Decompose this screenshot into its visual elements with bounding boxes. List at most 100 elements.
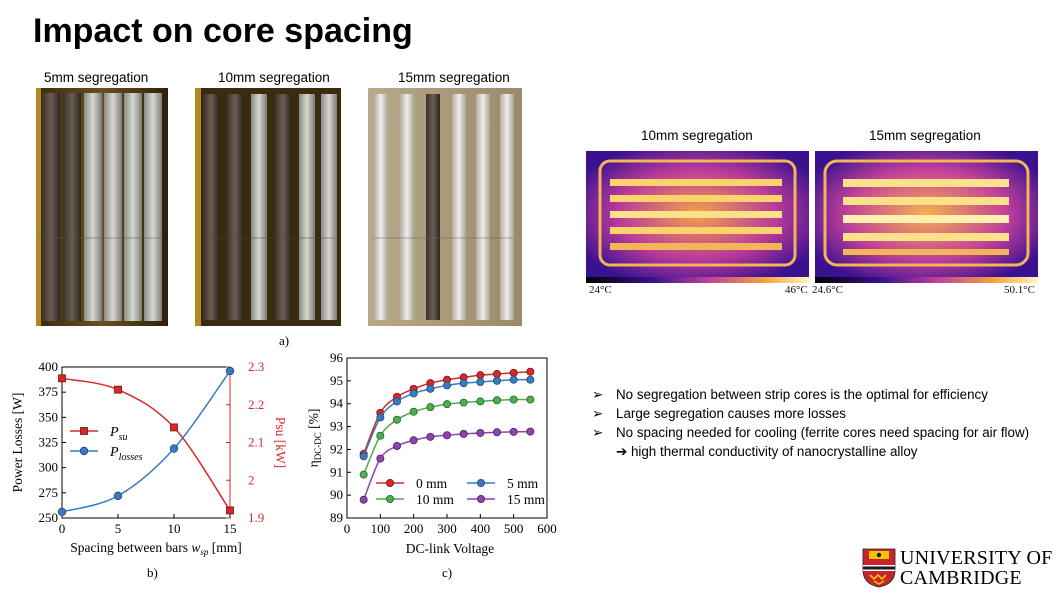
y-axis-label: Power Losses [W]: [10, 393, 25, 493]
x-tick-label: 200: [404, 521, 424, 536]
scale-right-min: 24.6°C: [812, 284, 843, 296]
bullet-item: ➢ No segregation between strip cores is t…: [592, 385, 1032, 404]
data-point: [226, 506, 234, 515]
x-tick-label: 5: [115, 521, 122, 536]
data-point: [376, 454, 385, 463]
y-tick-label: 92: [330, 441, 343, 456]
y-tick-label: 350: [39, 409, 59, 424]
data-point: [526, 427, 535, 436]
caption-a: a): [279, 333, 290, 348]
legend-marker: [386, 478, 395, 487]
legend-marker: [386, 494, 395, 503]
data-point: [459, 379, 468, 388]
y-tick-label: 300: [39, 460, 59, 475]
arrow-bullet-icon: ➢: [592, 387, 604, 402]
y2-tick-label: 1.9: [248, 510, 264, 525]
data-point: [169, 444, 179, 453]
thermal-image-10mm: [586, 151, 809, 277]
data-point: [409, 407, 418, 416]
data-point: [113, 491, 123, 501]
bullet-item: ➢ No spacing needed for cooling (ferrite …: [592, 423, 1032, 461]
x-tick-label: 15: [224, 521, 237, 536]
legend-marker: [80, 427, 88, 435]
legend-label: 0 mm: [416, 476, 448, 491]
data-point: [476, 397, 485, 406]
y-tick-label: 400: [39, 359, 59, 374]
data-point: [57, 507, 67, 517]
y-tick-label: 96: [330, 350, 344, 365]
legend-label: 10 mm: [416, 492, 454, 507]
thermal-colorbar-right: [815, 277, 1038, 283]
data-point: [393, 397, 402, 406]
x-axis-label: Spacing between bars wsp [mm]: [70, 540, 242, 557]
data-point: [359, 470, 368, 479]
core-photo-10mm: [195, 88, 341, 326]
data-point: [426, 403, 435, 412]
data-point: [492, 369, 501, 378]
core-photo-5mm: [36, 88, 168, 326]
data-point: [442, 431, 451, 440]
data-point: [526, 367, 535, 376]
photo-label-10mm: 10mm segregation: [218, 70, 330, 85]
bullet-item: ➢ Large segregation causes more losses: [592, 404, 1032, 423]
scale-left-max: 46°C: [785, 284, 808, 296]
thermal-label-15mm: 15mm segregation: [869, 128, 981, 143]
y-tick-label: 90: [330, 487, 343, 502]
legend-marker: [79, 446, 89, 456]
x-tick-label: 100: [371, 521, 391, 536]
chart-power-vs-spacing: 0 5 10 15 250 275 300 325 350 375 400 1.9 2 2.1 2.2 2.3…: [10, 359, 288, 557]
photo-label-15mm: 15mm segregation: [398, 70, 510, 85]
photo-label-5mm: 5mm segregation: [44, 70, 149, 85]
y-tick-label: 91: [330, 464, 343, 479]
data-point: [476, 428, 485, 437]
legend-label: Psu: [109, 425, 127, 443]
core-photo-15mm: [368, 88, 522, 326]
data-point: [359, 452, 368, 461]
bullet-text: Large segregation causes more losses: [616, 406, 847, 421]
data-point: [459, 429, 468, 438]
caption-b: b): [147, 565, 158, 580]
y-tick-label: 94: [330, 396, 344, 411]
arrow-bullet-icon: ➢: [592, 425, 604, 440]
data-point: [509, 375, 518, 384]
data-point: [170, 423, 178, 432]
thermal-colorbar-left: [586, 277, 809, 283]
bullet-text: No spacing needed for cooling (ferrite c…: [616, 425, 1030, 459]
data-point: [393, 415, 402, 424]
data-point: [426, 432, 435, 441]
data-point: [409, 389, 418, 398]
y2-tick-label: 2.3: [248, 359, 264, 374]
series-line: [61, 370, 231, 513]
legend-marker: [476, 494, 485, 503]
caption-c: c): [442, 565, 453, 580]
x-tick-label: 300: [437, 521, 457, 536]
legend-label: 5 mm: [507, 476, 539, 491]
scale-left-min: 24°C: [589, 284, 612, 296]
university-name-line1: UNIVERSITY OF: [900, 547, 1053, 569]
data-point: [58, 374, 66, 383]
data-point: [225, 366, 235, 376]
y2-tick-label: 2: [248, 472, 255, 487]
data-point: [509, 427, 518, 436]
data-point: [442, 381, 451, 390]
x-tick-label: 400: [471, 521, 491, 536]
y-tick-label: 93: [330, 419, 343, 434]
x-tick-label: 600: [537, 521, 557, 536]
data-point: [509, 395, 518, 404]
data-point: [492, 396, 501, 405]
y2-tick-label: 2.2: [248, 397, 264, 412]
data-point: [409, 436, 418, 445]
university-name-line2: CAMBRIDGE: [900, 567, 1022, 589]
x-tick-label: 0: [59, 521, 66, 536]
data-point: [426, 384, 435, 393]
data-point: [376, 413, 385, 422]
x-tick-label: 500: [504, 521, 524, 536]
thermal-image-15mm: [815, 151, 1038, 277]
y-tick-label: 275: [39, 485, 59, 500]
data-point: [359, 495, 368, 504]
data-point: [114, 385, 122, 394]
data-point: [526, 375, 535, 384]
university-name: UNIVERSITY OF CAMBRIDGE: [900, 548, 1052, 588]
legend-label: Plosses: [109, 445, 143, 463]
scale-right-max: 50.1°C: [1004, 284, 1035, 296]
